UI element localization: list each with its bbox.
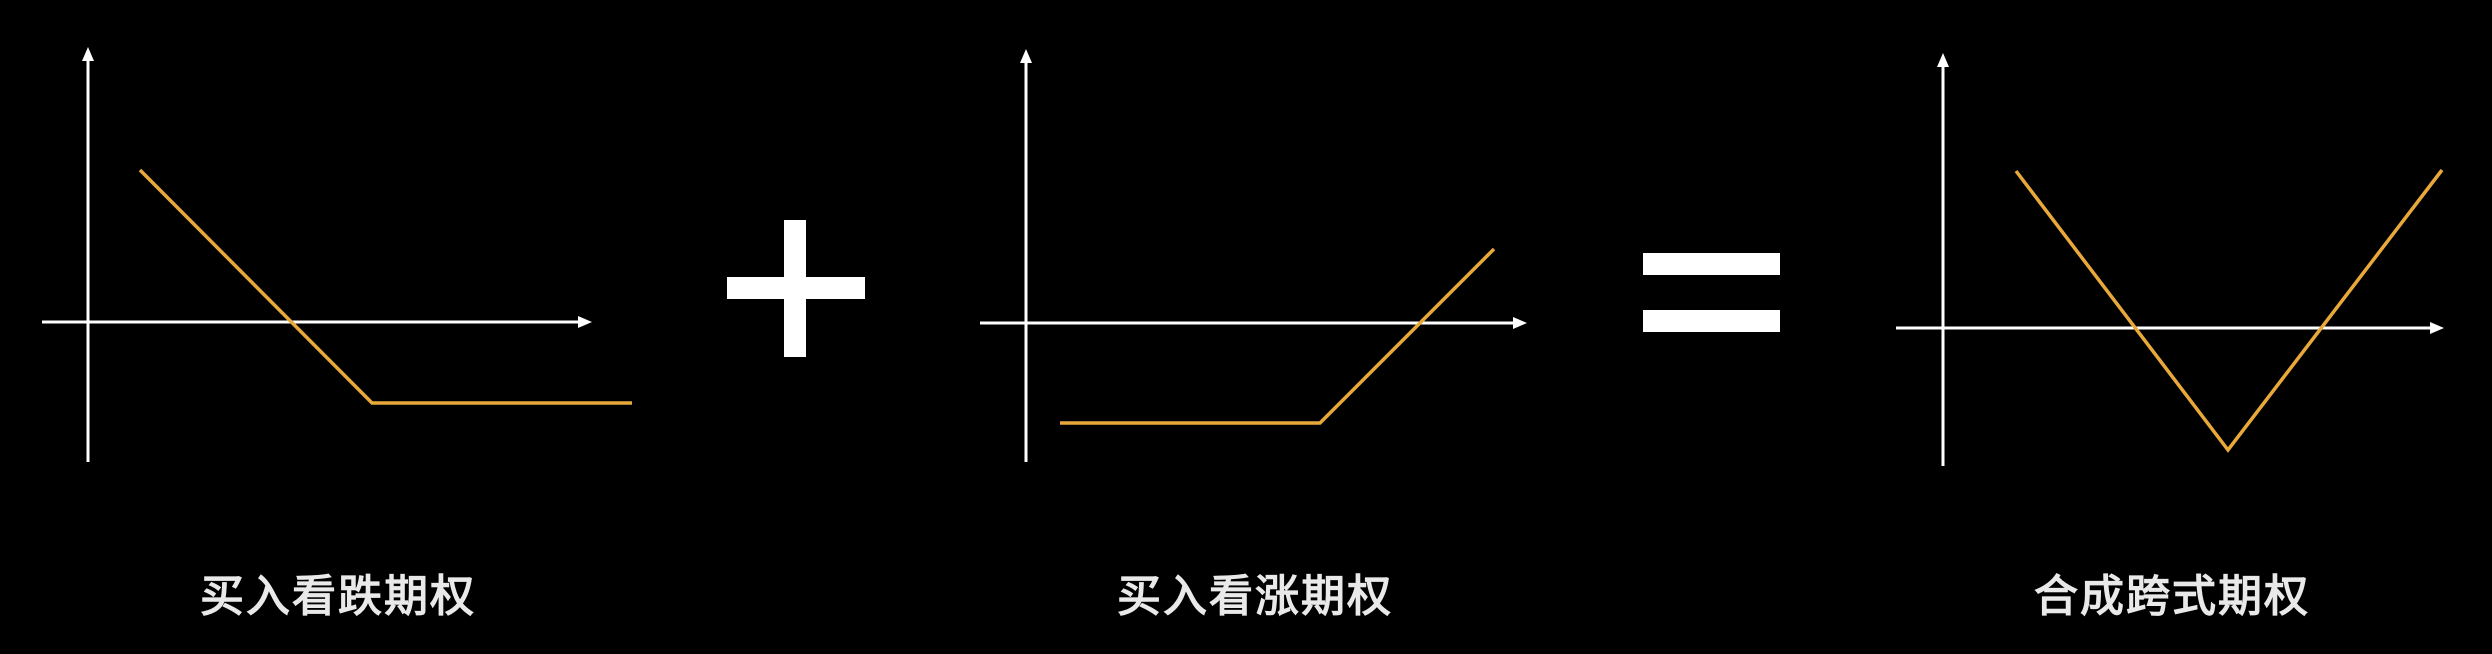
x-axis (1896, 322, 2444, 334)
y-axis (82, 47, 94, 462)
x-axis-arrowhead (2430, 322, 2444, 334)
y-axis-arrowhead (1020, 49, 1032, 63)
long-call-payoff-line (1060, 247, 1496, 425)
equals-bar-top (1643, 253, 1780, 275)
long-put-payoff-line (138, 168, 632, 405)
y-axis (1937, 53, 1949, 466)
x-axis (980, 317, 1527, 329)
long-straddle-caption: 合成跨式期权 (2034, 571, 2310, 622)
y-axis-arrowhead (82, 47, 94, 61)
plus-bar-vertical (784, 220, 806, 357)
x-axis-arrowhead (1513, 317, 1527, 329)
long-put-caption: 买入看跌期权 (200, 571, 476, 622)
y-axis (1020, 49, 1032, 462)
x-axis (42, 316, 592, 328)
x-axis-arrowhead (578, 316, 592, 328)
y-axis-arrowhead (1937, 53, 1949, 67)
long-straddle-payoff-line (2014, 168, 2444, 453)
equals-bar-bottom (1643, 310, 1780, 332)
long-call-caption: 买入看涨期权 (1117, 571, 1393, 622)
